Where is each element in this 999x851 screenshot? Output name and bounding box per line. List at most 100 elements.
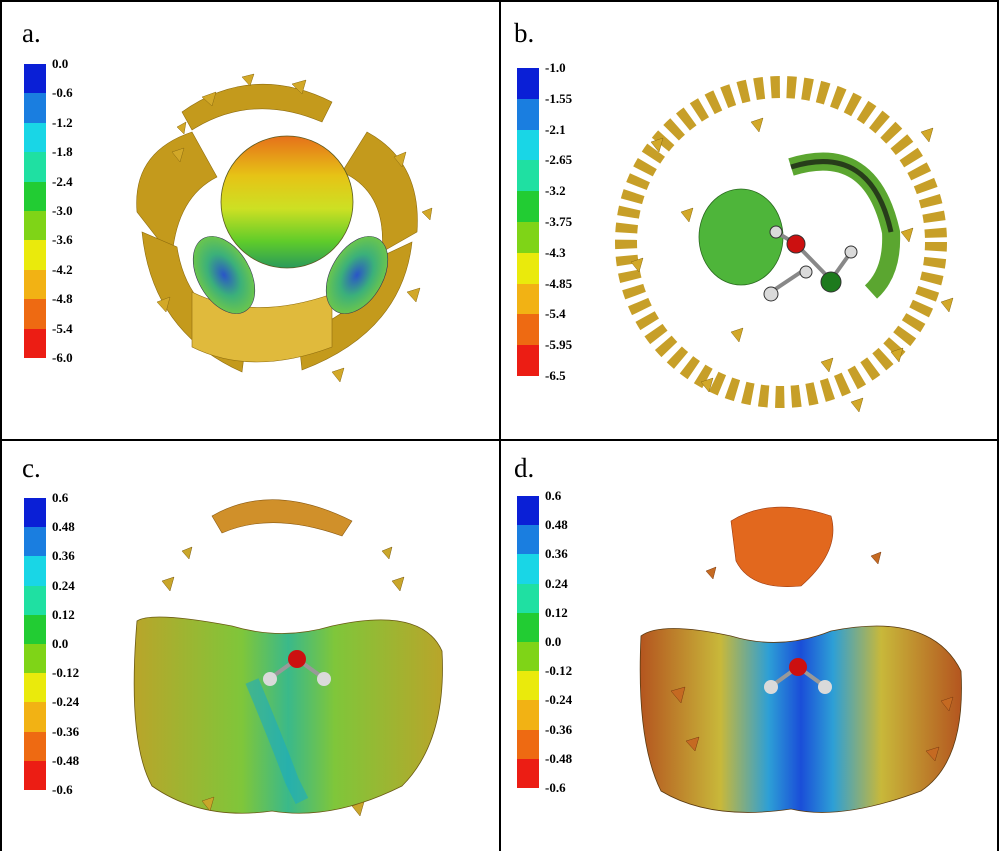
colorbar-segment bbox=[517, 191, 539, 223]
panel-d: d. 0.6 0.48 0.36 0.24 0.12 0.0 -0.12 -0.24 -0.36… bbox=[501, 441, 997, 851]
colorbar-segment bbox=[517, 758, 539, 789]
colorbar-tick-label: -4.85 bbox=[545, 275, 573, 291]
shell-flakes bbox=[630, 117, 954, 413]
molecule bbox=[763, 225, 858, 302]
colorbar-tick-label: -1.0 bbox=[545, 60, 566, 75]
colorbar-tick-label: -0.12 bbox=[545, 663, 573, 679]
colorbar-tick-label: -0.24 bbox=[52, 694, 80, 710]
oxygen-atom bbox=[789, 658, 807, 676]
colorbar-tick-label: 0.48 bbox=[52, 519, 75, 535]
colorbar-tick-label: -1.55 bbox=[545, 90, 573, 106]
hydrogen-atom bbox=[763, 286, 779, 302]
colorbar-segment bbox=[24, 498, 46, 528]
hydrogen-atom bbox=[317, 672, 331, 686]
top-cap bbox=[211, 499, 353, 537]
colorbar-segment bbox=[24, 269, 46, 300]
colorbar-segment bbox=[24, 328, 46, 359]
border-right bbox=[997, 0, 999, 851]
molecular-surface-render bbox=[639, 506, 962, 813]
right-side-lobe bbox=[325, 236, 389, 314]
colorbar-tick-label: 0.48 bbox=[545, 517, 568, 533]
colorbar-segment bbox=[517, 222, 539, 254]
colorbar-segment bbox=[24, 702, 46, 733]
colorbar-segment bbox=[517, 283, 539, 315]
colorbar-segment bbox=[517, 345, 539, 377]
colorbar-tick-label: -3.6 bbox=[52, 232, 73, 248]
green-lobe bbox=[698, 188, 784, 286]
water-molecule bbox=[764, 658, 832, 694]
colorbar-tick-label: -3.2 bbox=[545, 183, 566, 199]
colorbar-tick-label: 0.24 bbox=[52, 577, 75, 593]
colorbar-tick-label: -0.24 bbox=[545, 692, 573, 708]
shell-flakes bbox=[670, 551, 954, 762]
outer-shell bbox=[615, 76, 947, 408]
colorbar-segment bbox=[517, 160, 539, 192]
colorbar-segment bbox=[24, 152, 46, 183]
colorbar: 0.6 0.48 0.36 0.24 0.12 0.0 -0.12 -0.24 -0.36 -0.… bbox=[517, 488, 572, 795]
hydrogen-atom bbox=[769, 225, 783, 239]
shell-flakes bbox=[161, 546, 405, 817]
hydrogen-atom bbox=[844, 245, 858, 259]
oxygen-atom bbox=[288, 650, 306, 668]
colorbar: 0.6 0.48 0.36 0.24 0.12 0.0 -0.12 -0.24 -0.36 -0.… bbox=[24, 490, 79, 797]
panel-label: c. bbox=[22, 453, 41, 483]
colorbar-tick-label: 0.6 bbox=[545, 488, 562, 503]
colorbar-segment bbox=[517, 612, 539, 643]
chlorine-atom bbox=[820, 271, 842, 293]
panel-label: d. bbox=[514, 453, 535, 483]
colorbar-segment bbox=[517, 583, 539, 614]
colorbar-tick-label: -0.12 bbox=[52, 665, 80, 681]
colorbar-segment bbox=[517, 129, 539, 161]
hydrogen-atom bbox=[764, 680, 778, 694]
colorbar-tick-label: -0.6 bbox=[545, 780, 566, 795]
colorbar: 0.0 -0.6 -1.2 -1.8 -2.4 -3.0 -3.6 -4.2 -4.8 -5.4 -… bbox=[24, 56, 73, 365]
colorbar-tick-label: -5.95 bbox=[545, 337, 573, 353]
colorbar-tick-label: -0.48 bbox=[545, 750, 573, 766]
colorbar-tick-label: -0.6 bbox=[52, 85, 73, 101]
colorbar-tick-label: -5.4 bbox=[52, 320, 73, 336]
colorbar-tick-label: -3.0 bbox=[52, 203, 73, 218]
colorbar-tick-label: -0.48 bbox=[52, 752, 80, 768]
colorbar-segment bbox=[24, 299, 46, 330]
colorbar-tick-label: -6.5 bbox=[545, 368, 566, 383]
colorbar-tick-label: 0.36 bbox=[545, 546, 568, 562]
bowl-surface bbox=[133, 616, 443, 814]
colorbar-tick-label: 0.6 bbox=[52, 490, 69, 505]
top-cap bbox=[730, 506, 834, 587]
oxygen-atom bbox=[786, 234, 806, 254]
colorbar-tick-label: -2.65 bbox=[545, 152, 573, 168]
colorbar-segment bbox=[24, 556, 46, 587]
colorbar-segment bbox=[24, 211, 46, 241]
colorbar-segment bbox=[517, 68, 539, 100]
colorbar-segment bbox=[24, 614, 46, 645]
shell-flakes bbox=[156, 73, 433, 383]
molecular-surface-render bbox=[133, 499, 443, 817]
colorbar-tick-label: -4.2 bbox=[52, 261, 73, 277]
colorbar-segment bbox=[24, 673, 46, 703]
colorbar-segment bbox=[517, 496, 539, 526]
colorbar-tick-label: 0.0 bbox=[52, 56, 69, 71]
colorbar-tick-label: -5.4 bbox=[545, 306, 566, 322]
panel-c: c. 0.6 0.48 0.36 0.24 0.12 0.0 -0.12 -0.24 -0.36… bbox=[2, 441, 499, 851]
border-middle-vertical bbox=[499, 0, 501, 851]
colorbar-tick-label: 0.0 bbox=[52, 636, 69, 651]
molecular-surface-render bbox=[136, 73, 433, 383]
hydrogen-atom bbox=[263, 672, 277, 686]
colorbar-tick-label: -2.1 bbox=[545, 121, 566, 137]
colorbar-segment bbox=[517, 98, 539, 131]
colorbar-segment bbox=[517, 729, 539, 760]
colorbar-segment bbox=[24, 760, 46, 791]
colorbar-tick-label: -1.2 bbox=[52, 114, 73, 130]
colorbar-segment bbox=[24, 64, 46, 94]
colorbar-tick-label: -4.3 bbox=[545, 244, 566, 260]
colorbar-tick-label: 0.12 bbox=[52, 606, 75, 622]
colorbar-segment bbox=[24, 527, 46, 557]
colorbar-segment bbox=[517, 525, 539, 555]
colorbar-segment bbox=[24, 585, 46, 616]
colorbar-segment bbox=[517, 642, 539, 672]
water-molecule bbox=[263, 650, 331, 686]
colorbar-segment bbox=[24, 731, 46, 762]
colorbar-segment bbox=[517, 252, 539, 285]
colorbar-tick-label: -4.8 bbox=[52, 291, 73, 307]
colorbar-segment bbox=[24, 644, 46, 674]
